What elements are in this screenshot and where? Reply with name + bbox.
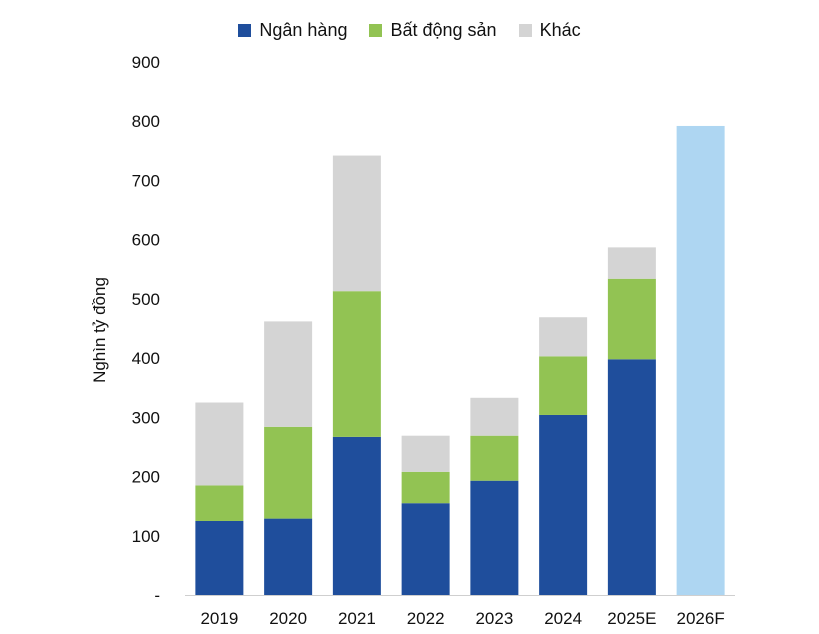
bar-segment-2024-series-0 <box>539 414 588 595</box>
x-tick-label: 2024 <box>544 609 582 628</box>
bar-segment-2022-series-2 <box>401 435 450 472</box>
bar-segment-2019-series-0 <box>195 520 244 595</box>
bar-segment-2023-series-1 <box>470 435 519 481</box>
bar-segment-2023-series-0 <box>470 480 519 595</box>
bar-segment-2021-series-0 <box>332 436 381 595</box>
bar-segment-2021-series-2 <box>332 155 381 292</box>
legend-label-khac: Khác <box>539 20 581 40</box>
bar-segment-2024-series-2 <box>539 317 588 357</box>
y-tick-label: 400 <box>132 349 160 368</box>
y-tick-label: 500 <box>132 290 160 309</box>
bar-forecast-2026f <box>676 125 725 596</box>
x-tick-label: 2026F <box>677 609 725 628</box>
x-tick-label: 2019 <box>200 609 238 628</box>
y-tick-label: 600 <box>132 231 160 250</box>
y-tick-label: 700 <box>132 171 160 190</box>
y-tick-label: 800 <box>132 112 160 131</box>
bar-segment-2024-series-1 <box>539 356 588 415</box>
x-tick-label: 2025E <box>607 609 656 628</box>
bar-segment-2025e-series-0 <box>607 359 656 595</box>
legend-swatch-bat-dong-san <box>369 24 383 37</box>
legend-label-ngan-hang: Ngân hàng <box>259 20 348 40</box>
legend-swatch-ngan-hang <box>238 24 252 37</box>
bar-segment-2020-series-0 <box>264 518 313 595</box>
bar-segment-2021-series-1 <box>332 291 381 437</box>
x-tick-label: 2020 <box>269 609 307 628</box>
y-tick-label: 900 <box>132 53 160 72</box>
x-tick-label: 2023 <box>475 609 513 628</box>
legend-item-khac: Khác <box>518 20 581 41</box>
bar-segment-2025e-series-2 <box>607 247 656 279</box>
legend-item-bat-dong-san: Bất động sản <box>369 20 497 41</box>
x-tick-label: 2022 <box>407 609 445 628</box>
bar-segment-2019-series-1 <box>195 485 244 521</box>
x-tick-label: 2021 <box>338 609 376 628</box>
y-tick-label: 200 <box>132 468 160 487</box>
bar-segment-2025e-series-1 <box>607 278 656 360</box>
legend-label-bat-dong-san: Bất động sản <box>390 20 497 40</box>
y-tick-label: 300 <box>132 408 160 427</box>
bar-segment-2019-series-2 <box>195 402 244 486</box>
bar-segment-2020-series-1 <box>264 426 313 519</box>
bar-segment-2022-series-1 <box>401 471 450 504</box>
chart-legend: Ngân hàng Bất động sản Khác <box>0 20 819 41</box>
legend-swatch-khac <box>518 24 532 37</box>
y-tick-label: 100 <box>132 527 160 546</box>
y-tick-label: - <box>154 586 160 605</box>
bar-segment-2022-series-0 <box>401 503 450 595</box>
legend-item-ngan-hang: Ngân hàng <box>238 20 347 41</box>
bar-segment-2023-series-2 <box>470 397 519 436</box>
bar-segment-2020-series-2 <box>264 321 313 427</box>
